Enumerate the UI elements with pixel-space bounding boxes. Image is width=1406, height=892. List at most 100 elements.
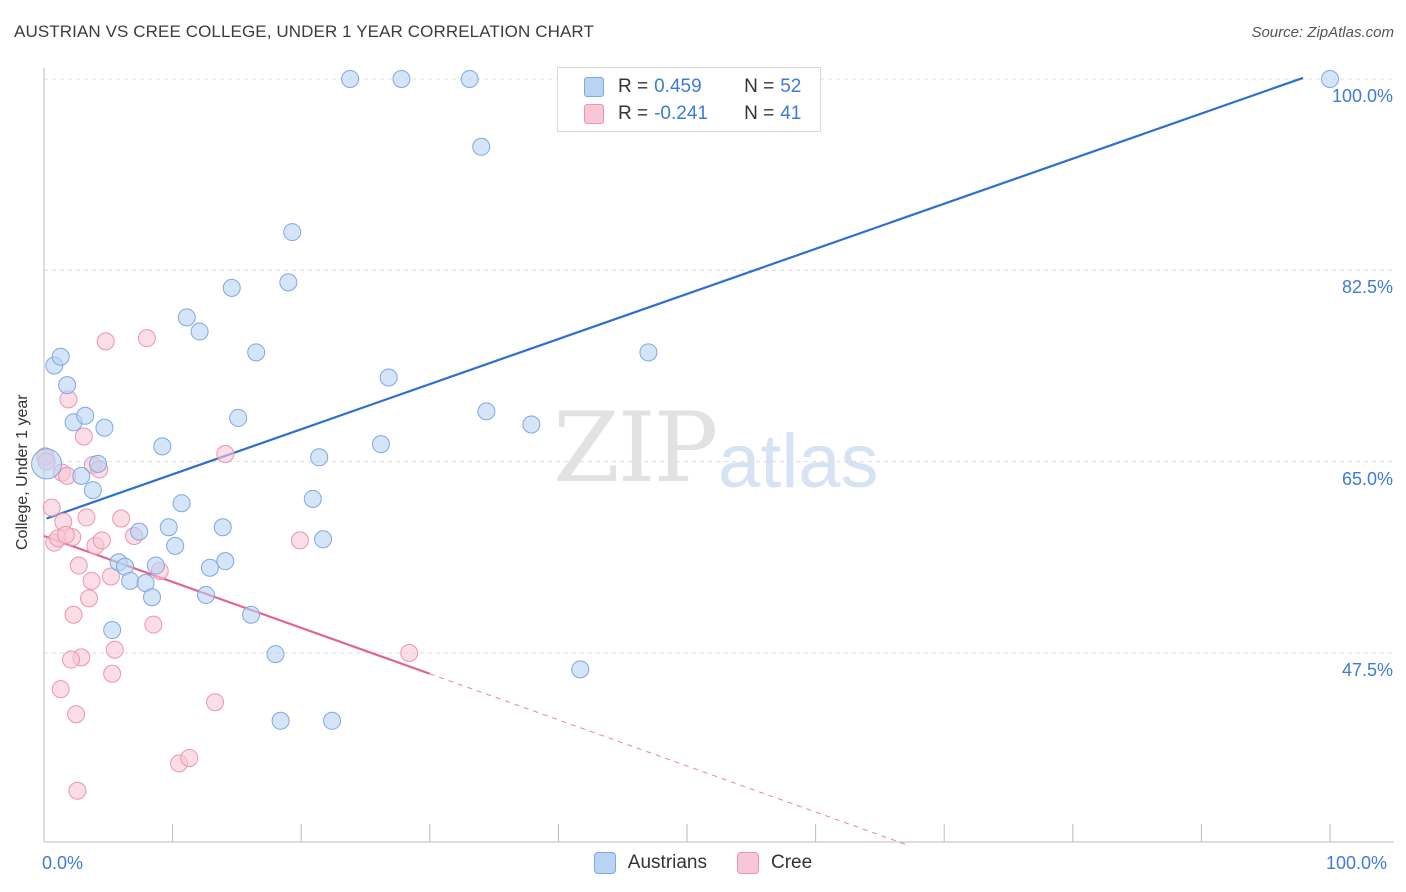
austrians-point — [31, 448, 63, 480]
austrians-point — [371, 435, 390, 454]
cree-point — [68, 781, 87, 800]
austrians-point — [310, 448, 329, 467]
cree-swatch — [584, 104, 604, 124]
cree-point — [216, 445, 235, 464]
austrians-point — [266, 645, 285, 664]
legend-r-label: R = — [618, 76, 649, 97]
austrians-point — [153, 437, 172, 456]
cree-point — [112, 509, 131, 528]
cree-point — [105, 640, 124, 659]
y-tick-label: 65.0% — [1341, 468, 1393, 489]
cree-point — [180, 748, 199, 767]
austrians-point — [323, 711, 342, 730]
cree-trend-line — [43, 534, 431, 675]
austrians-point — [242, 605, 261, 624]
cree-trend-extension — [429, 673, 906, 845]
austrians-point — [95, 418, 114, 437]
x-tick-label-left: 0.0% — [42, 853, 84, 873]
cree-point — [67, 705, 86, 724]
legend-r-value: 0.459 — [654, 76, 702, 97]
cree-point — [137, 329, 156, 348]
cree-point — [77, 508, 96, 527]
legend-n-label: N = — [744, 103, 775, 124]
austrians-point — [460, 70, 479, 88]
legend-item-austrians[interactable]: Austrians — [593, 852, 707, 874]
y-tick-label: 47.5% — [1341, 660, 1393, 680]
y-tick-label: 82.5% — [1341, 277, 1393, 298]
austrians-swatch — [584, 77, 604, 97]
austrians-point — [51, 347, 70, 366]
austrians-point — [247, 343, 266, 362]
austrians-point — [197, 586, 216, 605]
austrians-point — [121, 571, 140, 590]
austrians-point — [172, 494, 191, 513]
x-tick-label-right: 100.0% — [1326, 853, 1388, 873]
legend-label-austrians: Austrians — [627, 852, 707, 873]
austrians-point — [472, 137, 491, 156]
cree-point — [64, 605, 83, 624]
austrians-point — [522, 415, 541, 434]
austrians-point — [392, 70, 411, 88]
austrians-points — [31, 70, 1339, 730]
austrians-point — [89, 454, 108, 473]
austrians-point — [72, 466, 91, 485]
austrians-point — [279, 273, 298, 292]
austrians-point — [379, 368, 398, 387]
cree-point — [80, 589, 99, 608]
austrians-point — [103, 621, 122, 640]
austrians-point — [166, 536, 185, 555]
cree-point — [42, 498, 61, 517]
watermark-zip: ZIP — [553, 392, 718, 504]
cree-point — [96, 332, 115, 351]
cree-point — [400, 644, 419, 662]
cree-point — [62, 650, 81, 669]
legend-n-value: 41 — [780, 103, 802, 124]
austrians-point — [1321, 70, 1339, 88]
trend-lines — [43, 76, 1304, 845]
cree-point — [51, 680, 70, 699]
cree-point — [206, 693, 225, 712]
cree-point — [56, 525, 75, 544]
legend-r-label: R = — [618, 103, 649, 124]
austrians-point — [143, 588, 162, 607]
legend-row-cree: R = -0.241 N = 41 — [584, 100, 801, 128]
gridlines — [44, 78, 1394, 654]
cree-point — [82, 571, 101, 590]
cree-point — [74, 427, 93, 446]
austrians-point — [83, 481, 102, 500]
austrians-point — [177, 308, 196, 327]
legend-label-cree: Cree — [771, 852, 813, 873]
austrians-point — [200, 558, 219, 577]
y-tick-label: 100.0% — [1331, 86, 1393, 106]
austrians-swatch — [593, 852, 616, 874]
austrians-point — [76, 406, 95, 425]
austrians-point — [130, 522, 149, 541]
austrians-point — [159, 518, 178, 537]
austrians-point — [314, 530, 333, 549]
austrians-point — [341, 70, 360, 88]
austrians-point — [639, 343, 658, 362]
chart-title: AUSTRIAN VS CREE COLLEGE, UNDER 1 YEAR C… — [14, 22, 594, 41]
legend: R = 0.459 N = 52 R = -0.241 N = 41 — [557, 67, 821, 132]
legend-r-value: -0.241 — [654, 103, 708, 124]
austrians-point — [271, 711, 290, 730]
austrians-point — [477, 402, 496, 421]
austrians-point — [571, 660, 590, 679]
legend-item-cree[interactable]: Cree — [737, 852, 812, 874]
cree-point — [144, 615, 163, 634]
legend-n-label: N = — [744, 76, 775, 97]
austrians-trend-line — [46, 76, 1304, 520]
source-label: Source: ZipAtlas.com — [1251, 24, 1394, 41]
cree-point — [290, 531, 309, 550]
austrians-point — [229, 408, 248, 427]
legend-n-value: 52 — [780, 76, 802, 97]
austrians-point — [213, 518, 232, 537]
y-axis-label: College, Under 1 year — [14, 394, 31, 550]
austrians-point — [222, 278, 241, 297]
austrians-point — [58, 376, 77, 395]
austrians-point — [190, 322, 209, 341]
cree-points — [36, 329, 419, 800]
cree-swatch — [737, 852, 759, 874]
austrians-point — [216, 552, 235, 571]
